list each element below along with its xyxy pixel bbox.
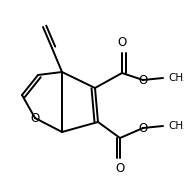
Text: O: O: [138, 74, 148, 87]
Text: O: O: [30, 112, 40, 124]
Text: O: O: [115, 162, 125, 175]
Text: O: O: [138, 122, 148, 135]
Text: CH₃: CH₃: [168, 73, 184, 83]
Text: CH₃: CH₃: [168, 121, 184, 131]
Text: O: O: [117, 36, 127, 49]
